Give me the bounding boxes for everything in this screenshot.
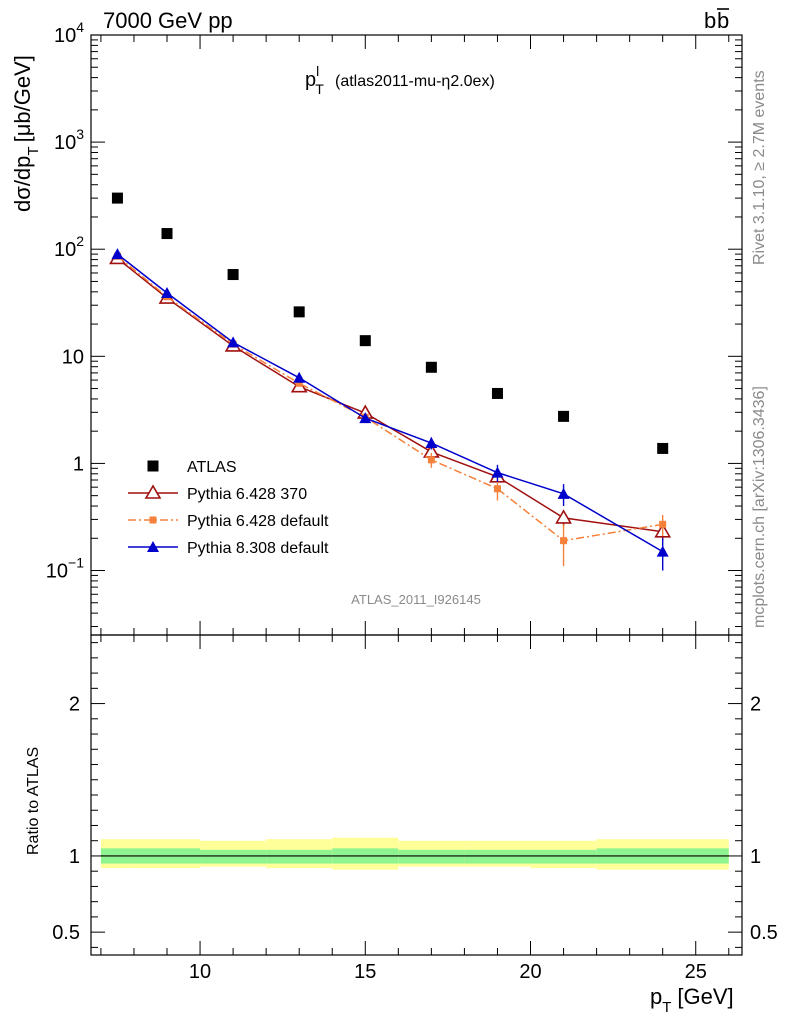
- y-tick-label-exp: 4: [76, 19, 84, 35]
- y-tick-label: 1: [73, 453, 84, 475]
- y-axis-label-unit: [μb/GeV]: [10, 55, 35, 142]
- ratio-tick-label-left: 2: [69, 694, 80, 716]
- legend-marker: [147, 541, 159, 552]
- data-point: [111, 192, 123, 204]
- ratio-band-inner-segment: [530, 849, 597, 864]
- y-axis-label-sub: T: [25, 146, 42, 155]
- series-line: [116, 253, 664, 553]
- x-tick-label: 20: [519, 961, 541, 983]
- plot-title-main: p: [305, 69, 316, 91]
- plot-title: pl T: [305, 63, 324, 97]
- data-point: [427, 456, 435, 464]
- plot-title-sup: l: [316, 63, 319, 79]
- data-point: [295, 379, 303, 387]
- analysis-watermark: ATLAS_2011_I926145: [351, 592, 481, 607]
- legend-label: Pythia 8.308 default: [187, 540, 329, 557]
- legend-marker: [144, 484, 162, 499]
- legend-label: ATLAS: [187, 459, 237, 476]
- data-point: [656, 545, 669, 557]
- y-tick-label: 10: [62, 346, 84, 368]
- data-point: [161, 287, 174, 299]
- y-tick-label-base: 10: [54, 132, 76, 154]
- header-left: 7000 GeV pp: [103, 8, 233, 33]
- data-point: [425, 361, 437, 373]
- data-point: [659, 520, 667, 528]
- series-line: [116, 255, 663, 542]
- header-right-b: b: [704, 8, 716, 33]
- y-axis-label-main: dσ/dp: [10, 156, 35, 212]
- data-point: [227, 336, 240, 348]
- x-axis-label-sub: T: [662, 999, 671, 1016]
- y-tick-label: 104: [54, 19, 84, 47]
- x-tick-label: 10: [189, 961, 211, 983]
- y-tick-label: 10−1: [46, 555, 84, 583]
- y-tick-label-base: 10: [54, 239, 76, 261]
- y-tick-label-exp: 2: [76, 233, 84, 249]
- data-point: [557, 487, 570, 499]
- y-tick-label-base: 10: [46, 561, 68, 583]
- data-point: [425, 437, 438, 449]
- ratio-band-inner-segment: [464, 849, 531, 864]
- x-axis-label: pT [GeV]: [650, 984, 734, 1016]
- legend: ATLAS Pythia 6.428 370 Pythia 6.428 defaul…: [128, 459, 329, 557]
- y-tick-label: 103: [54, 126, 84, 154]
- data-series: [109, 192, 672, 571]
- x-axis-label-main: p: [650, 984, 662, 1009]
- data-point: [293, 306, 305, 318]
- data-point: [161, 228, 173, 240]
- ratio-tick-label-left: 1: [69, 846, 80, 868]
- series-3: [111, 248, 669, 571]
- legend-entry: Pythia 6.428 370: [128, 484, 307, 503]
- ratio-tick-label-right: 2: [750, 694, 761, 716]
- mcplots-label: mcplots.cern.ch [arXiv:1306.3436]: [751, 386, 768, 628]
- y-tick-label-exp: −1: [68, 555, 84, 571]
- x-axis-label-unit: [GeV]: [677, 984, 733, 1009]
- data-point: [293, 371, 306, 383]
- y-axis-label: dσ/dpT [μb/GeV]: [10, 55, 42, 212]
- legend-marker: [149, 516, 157, 524]
- data-point: [111, 248, 124, 260]
- data-point: [359, 412, 372, 424]
- ratio-tick-label-right: 0.5: [750, 922, 778, 944]
- data-point: [491, 387, 503, 399]
- data-point: [558, 410, 570, 422]
- x-tick-label: 25: [685, 961, 707, 983]
- legend-label: Pythia 6.428 default: [187, 513, 329, 530]
- legend-entry: Pythia 8.308 default: [128, 540, 329, 557]
- legend-entry: ATLAS: [147, 459, 237, 476]
- rivet-version-label: Rivet 3.1.10, ≥ 2.7M events: [751, 70, 768, 265]
- legend-label: Pythia 6.428 370: [187, 486, 307, 503]
- y-tick-label-exp: 3: [76, 126, 84, 142]
- legend-marker: [147, 460, 159, 472]
- ratio-tick-label-left: 0.5: [52, 922, 80, 944]
- ratio-tick-label-right: 1: [750, 846, 761, 868]
- ratio-axis-label: Ratio to ATLAS: [25, 747, 42, 855]
- ratio-band-inner-segment: [266, 849, 333, 864]
- ratio-uncertainty-band: [100, 837, 729, 870]
- ratio-plot-frame: [90, 634, 743, 956]
- ratio-band-inner-segment: [200, 849, 267, 864]
- data-point: [657, 442, 669, 454]
- y-tick-label: 102: [54, 233, 84, 261]
- data-point: [493, 485, 501, 493]
- data-point: [359, 335, 371, 347]
- ratio-band-inner-segment: [398, 849, 465, 864]
- data-point: [560, 537, 568, 545]
- series-0: [111, 192, 669, 454]
- x-tick-label: 15: [354, 961, 376, 983]
- y-tick-label-base: 10: [54, 25, 76, 47]
- legend-entry: Pythia 6.428 default: [128, 513, 329, 530]
- data-point: [227, 269, 239, 281]
- plot-title-sub: T: [315, 81, 324, 97]
- data-point: [491, 466, 504, 478]
- data-point: [555, 509, 572, 524]
- header-right-bbar: b: [717, 8, 729, 33]
- plot-title-extra: (atlas2011-mu-η2.0ex): [335, 73, 495, 90]
